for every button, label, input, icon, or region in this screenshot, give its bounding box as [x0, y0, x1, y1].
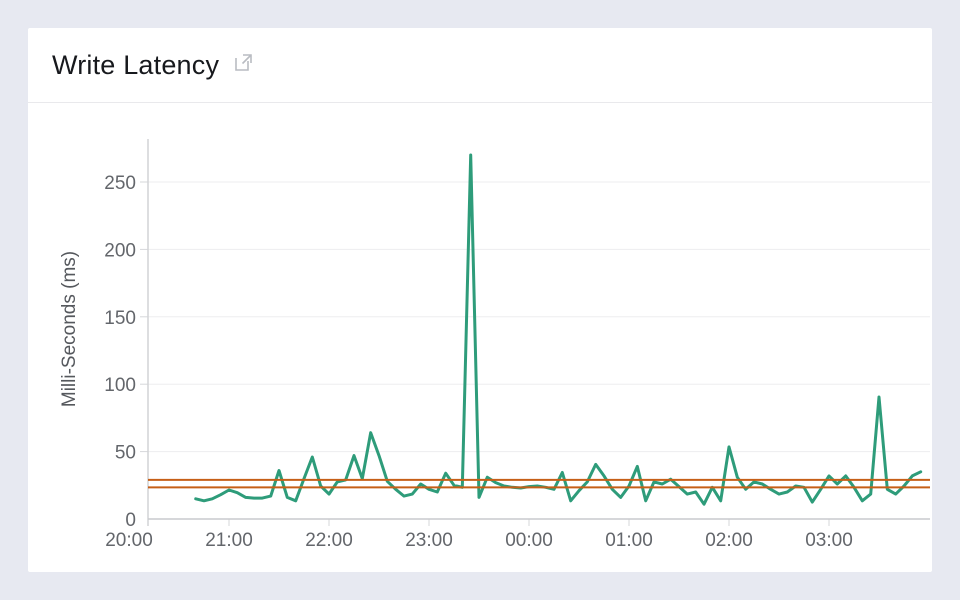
x-tick-label: 02:00	[705, 530, 753, 551]
latency-chart[interactable]: 0 50 100 150 200 250 20:00 21:00 22:00 23:00 00:00…	[28, 103, 932, 571]
x-tick-label: 23:00	[405, 530, 453, 551]
x-tick-label: 21:00	[205, 530, 253, 551]
page-title: Write Latency	[52, 49, 220, 80]
y-tick-label: 250	[104, 173, 136, 194]
card-header: Write Latency	[28, 28, 932, 103]
latency-chart-svg[interactable]: 0 50 100 150 200 250 20:00 21:00 22:00 23:00 00:00…	[28, 103, 932, 571]
x-tick-label: 00:00	[505, 530, 553, 551]
x-tick-label: 01:00	[605, 530, 653, 551]
y-tick-label: 150	[104, 308, 136, 329]
x-tick-label: 03:00	[805, 530, 853, 551]
external-link-icon[interactable]	[233, 52, 254, 73]
x-tick-label: 20:00	[105, 530, 153, 551]
y-axis-title: Milli-Seconds (ms)	[59, 251, 80, 407]
x-tick-label: 22:00	[305, 530, 353, 551]
y-tick-label: 0	[125, 510, 136, 531]
write-latency-card: Write Latency 0 50 100 150 200 250 20:00 21:00 2…	[28, 28, 932, 572]
y-tick-label: 100	[104, 375, 136, 396]
y-tick-label: 50	[115, 443, 136, 464]
y-tick-label: 200	[104, 240, 136, 261]
